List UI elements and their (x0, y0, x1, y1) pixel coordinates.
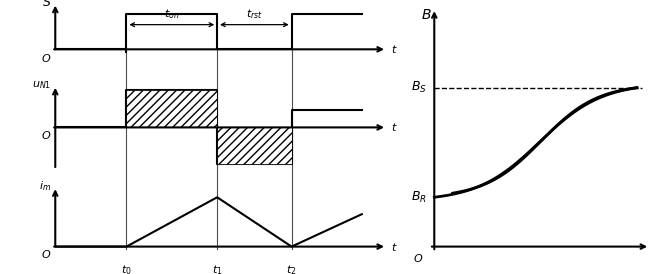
Text: $S$: $S$ (42, 0, 51, 9)
Text: $t_{rst}$: $t_{rst}$ (246, 7, 263, 21)
Text: $u_{N1}$: $u_{N1}$ (32, 79, 51, 91)
Text: $t$: $t$ (391, 121, 397, 133)
Text: $O$: $O$ (41, 248, 51, 260)
Text: $t_1$: $t_1$ (212, 263, 222, 274)
Text: $t_2$: $t_2$ (286, 263, 297, 274)
Text: $t$: $t$ (391, 43, 397, 55)
Text: $t$: $t$ (391, 241, 397, 253)
Polygon shape (126, 90, 217, 127)
Polygon shape (217, 127, 291, 164)
Text: $t_{on}$: $t_{on}$ (164, 7, 180, 21)
Text: $t_0$: $t_0$ (121, 263, 132, 274)
Text: $B_S$: $B_S$ (411, 80, 426, 95)
Text: $i_m$: $i_m$ (39, 179, 51, 193)
Text: $O$: $O$ (41, 52, 51, 64)
Text: $O$: $O$ (41, 129, 51, 141)
Text: $B$: $B$ (421, 8, 432, 22)
Text: $B_R$: $B_R$ (411, 190, 426, 205)
Text: $O$: $O$ (413, 252, 424, 264)
